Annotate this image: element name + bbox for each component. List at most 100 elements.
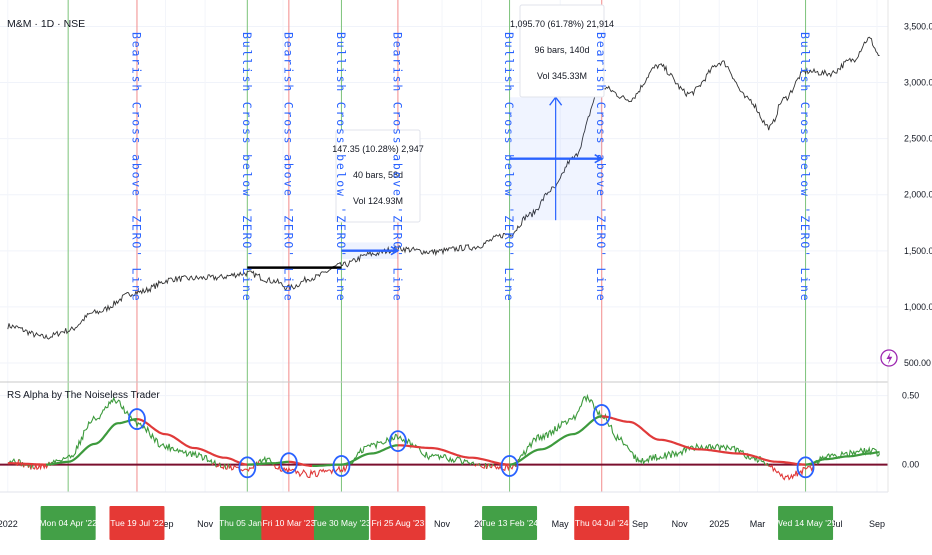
date-tag-label: Wed 14 May '25 [775,518,837,528]
date-tag-label: Tue 19 Jul '22 [110,518,164,528]
date-tag[interactable]: Thu 05 Jan '23 [219,506,276,540]
price-tick-label: 3,500.00 [904,21,932,31]
rs-fast-line-segment[interactable] [474,463,478,467]
lightning-icon[interactable] [880,349,898,367]
cross-marker-circle[interactable] [128,408,146,430]
signal-label: Bullish Cross below 'ZERO' Line [334,32,348,302]
rs-fast-line-segment[interactable] [213,459,217,468]
measure-2-info-box[interactable]: 1,095.70 (61.78%) 21,914 96 bars, 140d Vol… [510,4,614,98]
info-box-bg [519,4,605,98]
date-tag[interactable]: Thu 04 Jul '24 [574,506,630,540]
date-tag[interactable]: Mon 04 Apr '22 [39,506,97,540]
rs-smooth-line-segment[interactable] [805,451,880,466]
cross-marker-circle[interactable] [796,456,815,479]
time-tick-label: Nov [434,519,451,529]
date-tag-label: Fri 25 Aug '23 [372,518,425,528]
signal-label: Bullish Cross below 'ZERO' Line [502,32,516,302]
rs-smooth-line-segment[interactable] [509,415,602,466]
rs-smooth-line-segment[interactable] [288,460,313,467]
price-tick-label: 2,500.00 [904,134,932,144]
date-tag-bg [574,506,630,540]
time-tick-label: 202 [474,519,489,529]
rs-smooth-line-segment[interactable] [136,418,248,466]
rs-fast-line-segment[interactable] [486,463,490,470]
rs-smooth-line-segment[interactable] [397,444,510,466]
date-tags: Mon 04 Apr '22 Tue 19 Jul '22 Thu 05 Jan '… [39,506,837,540]
info-box-bg [335,129,421,223]
rs-fast-line-segment[interactable] [480,462,486,469]
rs-fast-line-segment[interactable] [225,463,229,470]
rs-fast-line-segment[interactable] [349,433,475,466]
rs-fast-line-segment[interactable] [517,393,767,466]
price-series-line[interactable] [7,36,880,340]
date-tag[interactable]: Fri 10 Mar '23 [261,506,317,540]
time-tick-label: Jul [831,519,843,529]
date-tag-label: Thu 05 Jan '23 [219,518,276,528]
signal-label: Bearish Cross above 'ZERO' Line [594,32,608,302]
date-tag-label: Tue 13 Feb '24 [481,518,538,528]
rs-smooth-line-segment[interactable] [312,444,398,467]
time-tick-label: Sep [632,519,648,529]
date-tag-bg [40,506,96,540]
cross-marker-circle[interactable] [279,452,298,475]
price-panel[interactable]: 147.35 (10.28%) 2,947 40 bars, 58d Vol 124… [7,4,932,368]
rs-smooth-line-segment[interactable] [601,415,806,466]
symbol-title[interactable]: M&M · 1D · NSE [7,18,85,30]
date-tag-bg [370,506,426,540]
time-tick-label: Sep [869,519,885,529]
time-tick-label: Nov [672,519,689,529]
rs-fast-line-segment[interactable] [220,463,226,470]
measure-2-arrow-right[interactable] [594,154,604,164]
price-tick-label: 500.00 [904,358,931,368]
cross-marker-circle[interactable] [332,455,351,477]
date-tag[interactable]: Tue 19 Jul '22 [109,506,165,540]
rs-fast-line-segment[interactable] [488,463,491,468]
rs-fast-line-segment[interactable] [492,463,495,467]
signal-label: Bearish Cross above 'ZERO' Line [281,32,295,302]
time-tick-label: Sep [158,519,174,529]
rs-alpha-panel[interactable]: 0.50 0.00 [0,391,919,481]
indicator-title[interactable]: RS Alpha by The Noiseless Trader [7,390,160,401]
date-tag[interactable]: Tue 13 Feb '24 [481,506,538,540]
cross-marker-circle[interactable] [592,404,611,426]
cross-marker-circle[interactable] [238,456,257,479]
info-box-line: 40 bars, 58d [353,170,403,180]
date-tag-label: Tue 30 May '23 [312,518,371,528]
rs-fast-line-segment[interactable] [219,462,222,468]
signal-label: Bullish Cross below 'ZERO' Line [798,32,812,302]
time-tick-label: 2025 [709,519,729,529]
rs-fast-line-segment[interactable] [768,461,816,481]
rs-fast-line-segment[interactable] [16,459,20,466]
info-box-line: Vol 124.93M [353,196,403,206]
time-tick-label: Nov [197,519,214,529]
rs-smooth-line-segment[interactable] [7,462,47,466]
date-tag[interactable]: Fri 25 Aug '23 [370,506,426,540]
cross-marker-circle[interactable] [389,430,407,453]
date-tag[interactable]: Tue 30 May '23 [312,506,371,540]
info-box-line: 147.35 (10.28%) 2,947 [332,144,424,154]
date-tag-bg [219,506,275,540]
rs-fast-line-segment[interactable] [33,462,43,471]
date-tag[interactable]: Wed 14 May '25 [775,506,837,540]
signal-label: Bearish Cross above 'ZERO' Line [390,32,404,302]
rs-fast-line-segment[interactable] [228,463,255,472]
info-box-line: 96 bars, 140d [534,45,589,55]
rs-fast-line-segment[interactable] [478,463,481,467]
rs-smooth-line-segment[interactable] [46,418,138,466]
price-tick-label: 2,000.00 [904,190,932,200]
rs-fast-line-segment[interactable] [215,462,221,468]
price-tick-label: 3,000.00 [904,78,932,88]
measure-1-info-box[interactable]: 147.35 (10.28%) 2,947 40 bars, 58d Vol 124… [332,129,424,223]
rs-fast-line-segment[interactable] [224,463,227,470]
rs-tick-label: 0.00 [902,460,919,470]
date-tag-label: Thu 04 Jul '24 [575,518,629,528]
cross-marker-circle[interactable] [500,455,519,477]
rs-fast-line-segment[interactable] [766,462,770,467]
measure-1-arrow[interactable] [390,245,400,256]
rs-tick-label: 0.50 [902,391,919,401]
rs-fast-line-segment[interactable] [211,462,215,466]
time-tick-label: May [552,519,570,529]
rs-fast-line-segment[interactable] [490,463,494,469]
